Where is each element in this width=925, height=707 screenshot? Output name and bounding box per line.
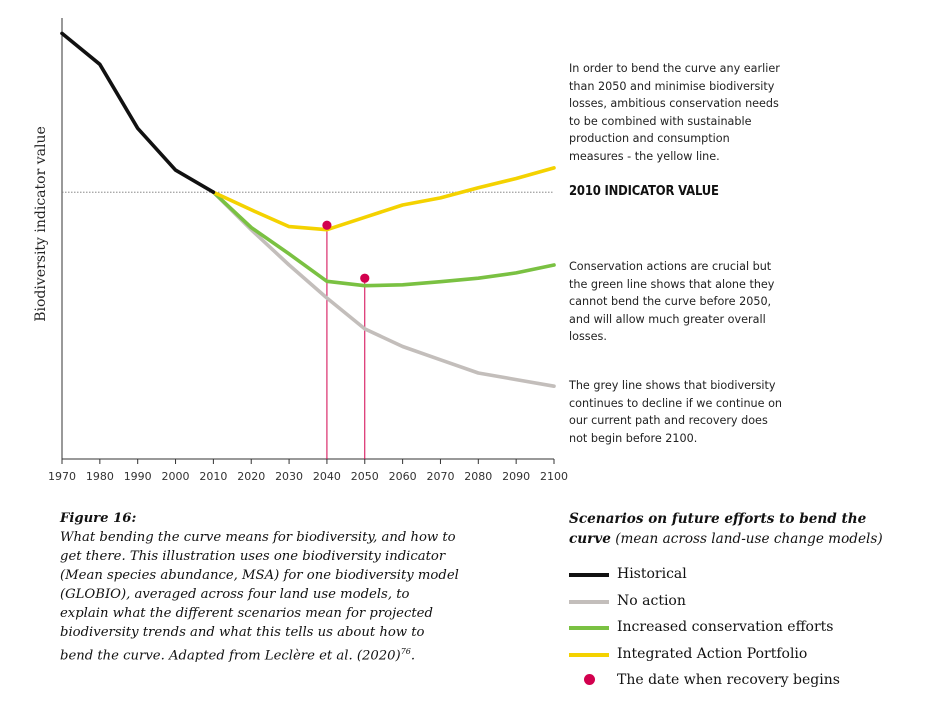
legend-item: No action [569,591,909,618]
chart: 1970 1980 1990 2000 2010 2020 2030 2040 2050 2060… [33,18,568,483]
series-line-historical [60,31,216,194]
legend-item-label: Integrated Action Portfolio [617,645,808,662]
annotation-yellow: In order to bend the curve any earlier t… [569,62,780,163]
annotation-green: Conservation actions are crucial but the… [569,260,775,344]
annotation-grey: The grey line shows that biodiversity co… [569,379,783,445]
x-tick-label: 1990 [124,470,152,483]
legend-items: Historical No action Increased conservatio… [569,564,909,697]
legend-item: Integrated Action Portfolio [569,644,909,671]
recovery-points [322,220,370,283]
series-lines [60,31,556,389]
x-tick-label: 2070 [426,470,454,483]
legend-line-swatch [569,626,609,630]
legend-item: Historical [569,564,909,591]
recovery-point [322,220,332,230]
figure-caption: Figure 16: What bending the curve means … [60,509,460,665]
x-tick-label: 2080 [464,470,492,483]
recovery-drop-lines [326,225,366,459]
figure-caption-end: . [410,648,416,664]
x-tick-label: 2050 [351,470,379,483]
x-tick-label: 2010 [199,470,227,483]
legend-title-bold: Scenarios on future efforts to bend the … [569,511,867,547]
legend-item-label: Historical [617,566,687,582]
legend-line-swatch [569,573,609,577]
x-tick-label: 2100 [540,470,568,483]
legend-dot-swatch [584,674,595,685]
legend-line-swatch [569,652,609,657]
legend-item-label: Increased conservation efforts [617,619,834,635]
x-tick-label: 2040 [313,470,341,483]
x-tick-label: 2000 [162,470,190,483]
series-line-increased-conservation-efforts [211,190,556,288]
reference-line-label: 2010 INDICATOR VALUE [569,183,719,199]
legend-item: Increased conservation efforts [569,617,909,644]
legend: Scenarios on future efforts to bend the … [569,509,909,697]
recovery-point [360,273,370,283]
legend-line-swatch [569,599,609,604]
x-tick-label: 2060 [389,470,417,483]
series-line-no-action [211,190,556,389]
figure-caption-body: What bending the curve means for biodive… [60,530,459,664]
legend-title-rest: (mean across land-use change models) [610,531,883,547]
legend-title: Scenarios on future efforts to bend the … [569,509,909,549]
figure-caption-ref: 76 [400,647,411,656]
figure-caption-title: Figure 16: [60,511,137,526]
series-line-integrated-action-portfolio [211,166,556,232]
x-ticks: 1970 1980 1990 2000 2010 2020 2030 2040 2050 2060… [48,459,568,483]
x-tick-label: 2090 [502,470,530,483]
x-tick-label: 1980 [86,470,114,483]
y-axis-label: Biodiversity indicator value [33,126,49,322]
x-tick-label: 2030 [275,470,303,483]
legend-item: The date when recovery begins [569,670,909,697]
legend-item-label: The date when recovery begins [617,672,840,688]
legend-item-label: No action [617,592,686,609]
x-tick-label: 1970 [48,470,76,483]
x-tick-label: 2020 [237,470,265,483]
